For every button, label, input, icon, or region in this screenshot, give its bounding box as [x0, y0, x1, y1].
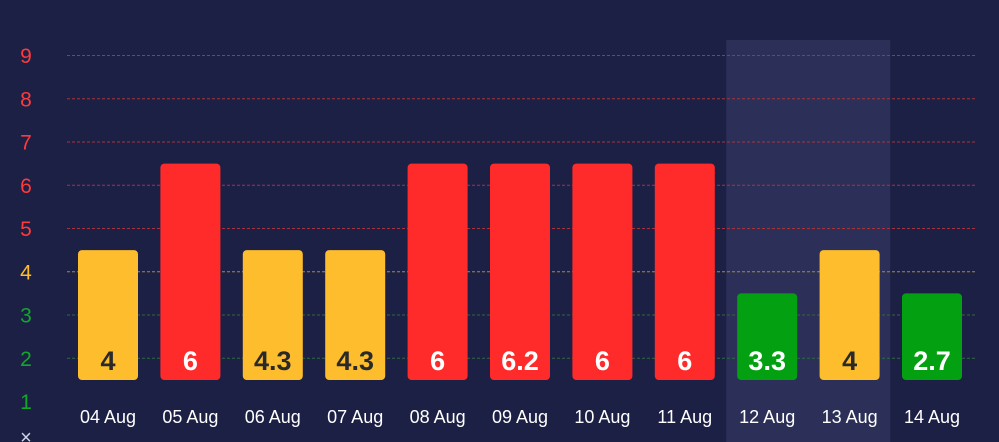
bar-value-label: 6 — [677, 346, 692, 376]
x-tick-label: 10 Aug — [574, 407, 630, 427]
bar[interactable] — [902, 293, 962, 380]
bar[interactable] — [160, 163, 221, 380]
bar-value-label: 6.2 — [501, 346, 539, 376]
bar[interactable] — [490, 163, 550, 380]
y-tick-label: 6 — [20, 175, 32, 198]
bar[interactable] — [242, 250, 303, 380]
bar-value-label: 4.3 — [254, 346, 292, 376]
x-tick-label: 05 Aug — [162, 407, 218, 427]
bar[interactable] — [78, 250, 138, 380]
bar[interactable] — [737, 293, 798, 380]
y-axis-ticks: 1 2 3 4 5 6 7 8 9 — [20, 45, 32, 414]
y-tick-label: 7 — [20, 132, 32, 155]
bar-value-label: 6 — [183, 346, 198, 376]
x-tick-label: 09 Aug — [492, 407, 548, 427]
bar-value-label: 4.3 — [336, 346, 374, 376]
bar-value-label: 6 — [430, 346, 445, 376]
y-tick-label: 4 — [20, 261, 32, 284]
x-tick-label: 14 Aug — [904, 407, 960, 427]
bar-value-label: 4 — [100, 346, 115, 376]
y-tick-label: 2 — [20, 348, 32, 371]
highlight-band — [726, 40, 891, 442]
bar[interactable] — [407, 163, 468, 380]
x-tick-label: 07 Aug — [327, 407, 383, 427]
bar[interactable] — [325, 250, 386, 380]
x-tick-label: 06 Aug — [245, 407, 301, 427]
y-tick-label: 9 — [20, 45, 32, 68]
bar-value-labels: 4 6 4.3 4.3 6 6.2 6 6 3.3 4 2.7 — [100, 346, 950, 376]
x-axis-ticks: 04 Aug 05 Aug 06 Aug 07 Aug 08 Aug 09 Aug 10 A… — [80, 407, 960, 427]
x-tick-label: 12 Aug — [739, 407, 795, 427]
y-tick-label: 3 — [20, 305, 32, 328]
highlight-band-layer — [726, 40, 891, 442]
x-tick-label: 04 Aug — [80, 407, 136, 427]
bar[interactable] — [572, 163, 633, 380]
x-tick-label: 08 Aug — [410, 407, 466, 427]
y-tick-label: 5 — [20, 218, 32, 241]
bar-value-label: 4 — [842, 346, 857, 376]
bar-value-label: 3.3 — [748, 346, 786, 376]
y-tick-label: 8 — [20, 88, 32, 111]
y-tick-label: 1 — [20, 391, 32, 414]
bar[interactable] — [654, 163, 715, 380]
bar[interactable] — [819, 250, 880, 380]
x-axis-marker-icon[interactable]: × — [20, 427, 32, 442]
bars — [78, 163, 962, 380]
x-tick-label: 11 Aug — [657, 407, 712, 427]
x-tick-label: 13 Aug — [822, 407, 878, 427]
bar-value-label: 2.7 — [913, 346, 951, 376]
bar-value-label: 6 — [595, 346, 610, 376]
